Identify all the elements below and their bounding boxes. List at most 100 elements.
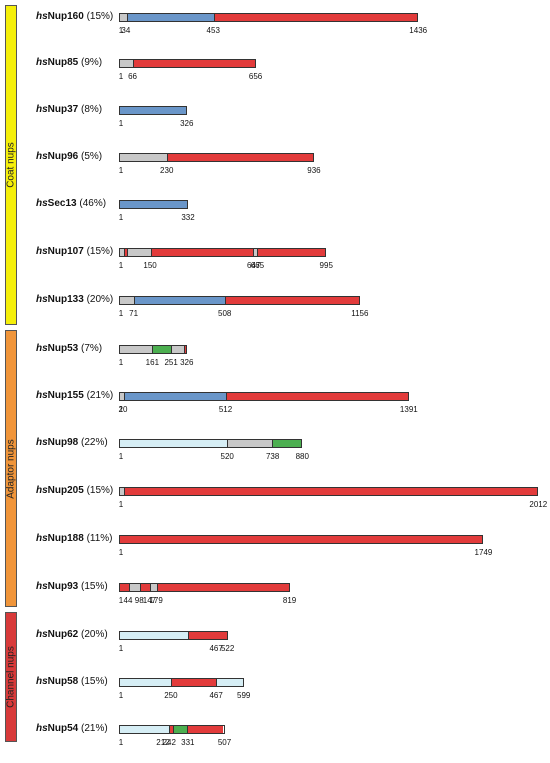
protein-name: hsNup85 (9%) bbox=[36, 57, 102, 68]
protein-name: hsNup98 (22%) bbox=[36, 437, 108, 448]
species-prefix: hs bbox=[36, 294, 48, 305]
protein-name: hsNup96 (5%) bbox=[36, 151, 102, 162]
residue-tick-label: 467 bbox=[209, 691, 223, 700]
domain-bar bbox=[119, 583, 290, 592]
domain-segment-red bbox=[171, 679, 216, 686]
domain-segment-grey bbox=[120, 14, 127, 21]
species-prefix: hs bbox=[36, 151, 48, 162]
species-prefix: hs bbox=[36, 676, 48, 687]
identity-percent: (20%) bbox=[86, 294, 114, 305]
residue-tick-label: 522 bbox=[220, 644, 235, 653]
species-prefix: hs bbox=[36, 246, 48, 257]
residue-tick-label: 1 bbox=[118, 644, 124, 653]
protein-row-nup205: hsNup205 (15%) 1 2012 bbox=[0, 485, 550, 525]
domain-segment-lightblue bbox=[120, 726, 170, 733]
domain-segment-red bbox=[167, 154, 313, 161]
domain-bar bbox=[119, 248, 327, 257]
domain-segment-red bbox=[187, 632, 227, 639]
domain-bar bbox=[119, 200, 188, 209]
species-prefix: hs bbox=[36, 437, 48, 448]
residue-tick-label: 1 bbox=[118, 691, 124, 700]
species-prefix: hs bbox=[36, 198, 48, 209]
protein-name: hsNup155 (21%) bbox=[36, 390, 113, 401]
protein-label: Nup133 bbox=[47, 294, 84, 305]
protein-label: Nup53 bbox=[47, 343, 79, 354]
protein-label: Nup188 bbox=[47, 533, 84, 544]
residue-tick-label: 2012 bbox=[529, 500, 548, 509]
protein-label: Nup155 bbox=[47, 390, 84, 401]
residue-tick-label: 738 bbox=[265, 452, 280, 461]
residue-tick-label: 1 bbox=[118, 548, 124, 557]
identity-percent: (21%) bbox=[81, 723, 108, 734]
domain-bar bbox=[119, 439, 303, 448]
domain-segment-blue bbox=[120, 201, 187, 208]
domain-segment-lightblue bbox=[120, 440, 228, 447]
residue-tick-label: 332 bbox=[181, 213, 195, 222]
residue-tick-label: 66 bbox=[128, 72, 137, 81]
domain-segment-grey bbox=[128, 584, 140, 591]
identity-percent: (20%) bbox=[81, 629, 108, 640]
protein-row-nup155: hsNup155 (21%) 1 20 512 1391 bbox=[0, 390, 550, 430]
residue-tick-label: 453 bbox=[206, 26, 220, 35]
residue-tick-label: 508 bbox=[218, 309, 232, 318]
domain-segment-grey bbox=[120, 393, 124, 400]
domain-segment-grey bbox=[120, 297, 135, 304]
protein-label: Nup205 bbox=[47, 485, 84, 496]
residue-tick-label: 1 bbox=[118, 213, 124, 222]
protein-row-nup98: hsNup98 (22%) 1 520 738 880 bbox=[0, 437, 550, 477]
protein-name: hsNup58 (15%) bbox=[36, 676, 108, 687]
domain-segment-grey bbox=[253, 249, 258, 256]
residue-tick-label: 936 bbox=[307, 166, 321, 175]
protein-row-nup85: hsNup85 (9%) 1 66 656 bbox=[0, 57, 550, 97]
identity-percent: (15%) bbox=[81, 676, 108, 687]
residue-tick-label: 251 bbox=[164, 358, 178, 367]
protein-label: Nup107 bbox=[47, 246, 84, 257]
domain-segment-green bbox=[271, 440, 302, 447]
domain-segment-green bbox=[152, 346, 171, 353]
residue-tick-label: 326 bbox=[180, 358, 194, 367]
identity-percent: (9%) bbox=[81, 57, 103, 68]
protein-label: Nup98 bbox=[47, 437, 79, 448]
protein-label: Nup160 bbox=[47, 11, 84, 22]
domain-segment-red bbox=[187, 726, 224, 733]
residue-tick-label: 1 bbox=[118, 119, 124, 128]
species-prefix: hs bbox=[36, 629, 48, 640]
protein-name: hsNup54 (21%) bbox=[36, 723, 108, 734]
identity-percent: (15%) bbox=[86, 246, 114, 257]
residue-tick-label: 179 bbox=[149, 596, 163, 605]
residue-tick-label: 150 bbox=[143, 261, 157, 270]
domain-segment-red bbox=[257, 249, 326, 256]
identity-percent: (15%) bbox=[86, 485, 114, 496]
domain-bar bbox=[119, 106, 187, 115]
residue-tick-label: 1 bbox=[118, 358, 124, 367]
domain-segment-red bbox=[123, 249, 128, 256]
domain-segment-grey bbox=[170, 346, 184, 353]
residue-tick-label: 212 bbox=[156, 738, 170, 747]
domain-bar bbox=[119, 487, 539, 496]
domain-segment-grey bbox=[127, 249, 151, 256]
domain-segment-grey bbox=[120, 488, 124, 495]
species-prefix: hs bbox=[36, 390, 48, 401]
protein-label: Nup93 bbox=[47, 581, 79, 592]
domain-bar bbox=[119, 296, 360, 305]
residue-tick-label: 665 bbox=[250, 261, 265, 270]
species-prefix: hs bbox=[36, 11, 48, 22]
protein-row-nup58: hsNup58 (15%) 1 250 467 599 bbox=[0, 676, 550, 716]
group-bar-adaptor-nups: Adaptor nups bbox=[5, 330, 17, 607]
domain-bar bbox=[119, 392, 409, 401]
domain-segment-blue bbox=[134, 297, 225, 304]
identity-percent: (46%) bbox=[79, 198, 107, 209]
domain-segment-red bbox=[225, 393, 408, 400]
protein-name: hsNup160 (15%) bbox=[36, 11, 113, 22]
protein-label: Nup37 bbox=[47, 104, 79, 115]
domain-bar bbox=[119, 535, 484, 544]
protein-label: Sec13 bbox=[47, 198, 77, 209]
domain-segment-red bbox=[183, 346, 186, 353]
domain-segment-red bbox=[169, 726, 173, 733]
identity-percent: (22%) bbox=[81, 437, 108, 448]
domain-segment-green bbox=[172, 726, 188, 733]
protein-row-nup53: hsNup53 (7%) 1 161 251 326 bbox=[0, 343, 550, 383]
protein-row-nup93: hsNup93 (15%) 1 44 98 147 179 819 bbox=[0, 581, 550, 621]
domain-segment-red bbox=[120, 536, 483, 543]
residue-tick-label: 507 bbox=[217, 738, 232, 747]
